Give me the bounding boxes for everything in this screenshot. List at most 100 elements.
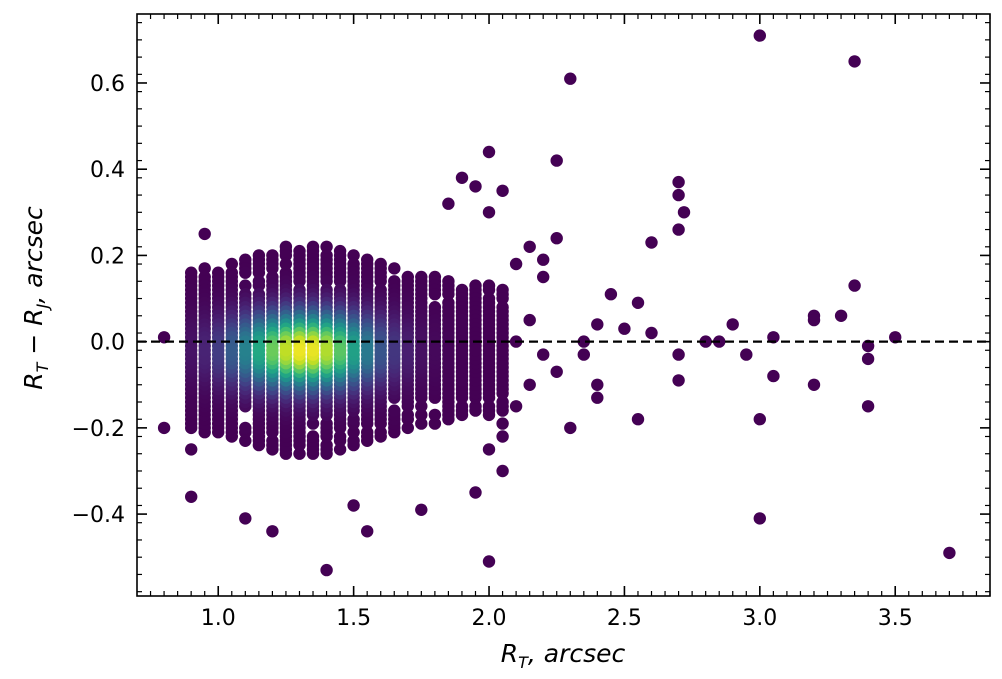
data-point — [631, 296, 645, 309]
data-point — [496, 430, 509, 443]
data-point — [374, 344, 387, 357]
data-point — [347, 249, 360, 262]
data-point — [672, 374, 685, 387]
data-point — [388, 344, 401, 357]
data-point — [861, 400, 875, 413]
data-point — [550, 365, 563, 378]
x-tick-label: 2.0 — [472, 606, 507, 631]
data-point — [198, 262, 211, 275]
data-point — [415, 417, 428, 430]
data-point — [239, 344, 252, 357]
data-point — [320, 275, 333, 288]
data-point — [388, 404, 401, 417]
data-point — [293, 275, 306, 288]
data-point — [889, 331, 902, 344]
data-point — [239, 266, 252, 279]
data-point — [753, 512, 766, 525]
data-point — [252, 344, 266, 357]
data-point — [279, 344, 293, 357]
y-tick-label: −0.4 — [72, 503, 125, 528]
data-point — [767, 331, 780, 344]
data-point — [645, 236, 658, 249]
data-point — [347, 413, 360, 426]
data-point — [482, 344, 496, 357]
data-point — [212, 344, 225, 357]
data-point — [482, 555, 496, 568]
tick-labels: 1.0 1.5 2.0 2.5 3.0 3.5 −0.4 −0.2 0.0 0.2 0.4 0.6 — [72, 72, 913, 631]
data-point — [645, 326, 658, 340]
y-tick-label: 0.4 — [90, 158, 125, 183]
data-point — [333, 275, 347, 288]
data-point — [320, 438, 333, 452]
data-point — [333, 443, 347, 456]
data-point — [374, 275, 387, 288]
data-point — [672, 348, 685, 361]
y-tick-label: 0.0 — [90, 331, 125, 356]
y-tick-label: 0.6 — [90, 72, 125, 97]
y-tick-label: 0.2 — [90, 244, 125, 269]
data-point — [631, 413, 645, 426]
data-point — [266, 434, 279, 447]
data-point — [347, 426, 360, 439]
data-point — [469, 486, 482, 499]
data-point — [496, 184, 509, 197]
data-point — [401, 344, 414, 357]
data-point — [442, 288, 455, 301]
data-point — [943, 546, 956, 560]
data-point — [672, 188, 685, 202]
data-point — [333, 430, 347, 443]
data-point — [415, 408, 428, 422]
data-point — [347, 434, 360, 447]
data-point — [807, 313, 821, 327]
data-point — [455, 171, 469, 184]
data-point — [361, 525, 374, 538]
data-point — [374, 426, 387, 439]
axis-ticks — [137, 14, 991, 596]
data-point — [482, 283, 496, 297]
data-point — [537, 348, 550, 361]
data-point — [577, 335, 590, 348]
plot-frame — [136, 13, 991, 597]
data-point — [185, 344, 198, 357]
data-point — [604, 288, 618, 301]
data-point — [347, 344, 360, 357]
data-point — [266, 525, 279, 538]
data-point — [225, 257, 238, 271]
data-point — [185, 443, 198, 456]
x-tick-label: 3.5 — [878, 606, 913, 631]
data-point — [442, 197, 455, 210]
data-point — [428, 288, 442, 301]
data-point — [361, 344, 374, 357]
data-point — [848, 55, 861, 68]
data-points — [157, 29, 956, 577]
data-point — [185, 490, 198, 503]
data-point — [537, 270, 550, 284]
data-point — [239, 279, 252, 292]
data-point — [482, 400, 496, 413]
data-point — [279, 249, 293, 262]
data-point — [767, 369, 780, 383]
x-axis-label: RT, arcsec — [501, 639, 626, 672]
data-point — [469, 180, 482, 193]
y-tick-label: −0.2 — [72, 417, 125, 442]
data-point — [239, 421, 252, 435]
data-point — [266, 262, 279, 275]
data-point — [293, 344, 306, 357]
data-point — [455, 400, 469, 413]
x-tick-label: 3.0 — [742, 606, 777, 631]
data-point — [807, 378, 821, 391]
x-tick-label: 2.5 — [607, 606, 642, 631]
data-point — [306, 417, 320, 430]
data-point — [591, 391, 604, 404]
data-point — [550, 232, 563, 245]
data-point — [279, 257, 293, 271]
data-point — [401, 408, 414, 422]
data-point — [509, 400, 523, 413]
data-point — [564, 72, 577, 85]
data-point — [157, 421, 171, 435]
data-point — [306, 430, 320, 443]
data-point — [157, 331, 171, 344]
data-point — [239, 512, 252, 525]
data-point — [496, 292, 509, 305]
